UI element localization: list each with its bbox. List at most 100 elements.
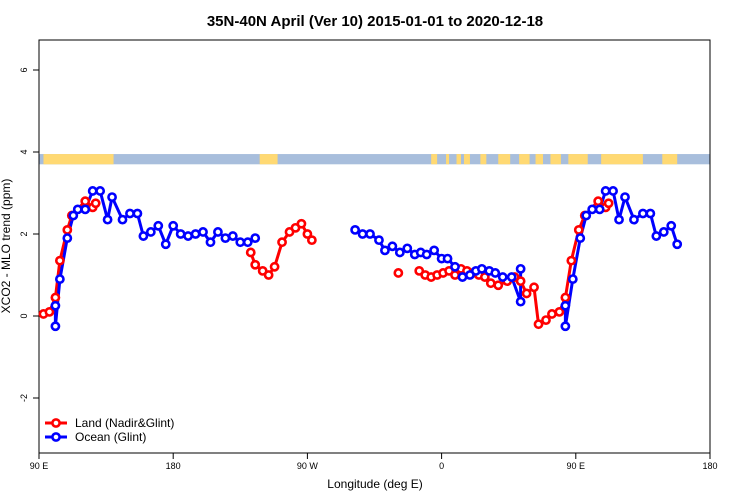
land-point — [62, 224, 73, 235]
ocean-point — [227, 231, 238, 241]
ocean-point — [380, 245, 390, 256]
ocean-point — [220, 233, 231, 243]
legend-label: Ocean (Glint) — [75, 430, 146, 444]
land-segment — [43, 154, 114, 165]
ocean-line — [563, 189, 679, 328]
ocean-point — [387, 241, 398, 252]
ocean-point — [581, 210, 592, 221]
y-tick-label: -2 — [19, 394, 29, 402]
ocean-point — [357, 229, 368, 239]
ocean-point — [117, 214, 128, 225]
land-point — [250, 259, 261, 270]
ocean-point — [198, 227, 208, 237]
ocean-point — [125, 208, 135, 219]
ocean-point — [658, 227, 669, 237]
ocean-point — [620, 192, 630, 202]
ocean-point — [183, 231, 194, 241]
land-point — [245, 247, 256, 258]
ocean-point — [107, 192, 117, 202]
land-point — [560, 292, 571, 303]
legend: Land (Nadir&Glint)Ocean (Glint) — [45, 416, 174, 444]
ocean-point — [102, 214, 113, 225]
ocean-point — [515, 296, 526, 307]
plot-frame — [38, 39, 711, 454]
land-segment — [259, 154, 278, 165]
land-point — [533, 319, 544, 330]
ocean-point — [672, 239, 683, 250]
ocean-point — [350, 224, 361, 235]
x-axis: 90 E 180 90 W 0 90 E 180 — [30, 453, 718, 471]
land-ocean-strip — [39, 154, 710, 165]
y-tick-label: 4 — [19, 149, 29, 154]
land-point — [302, 229, 313, 239]
land-point — [521, 288, 532, 299]
ocean-point — [567, 274, 578, 284]
land-point — [269, 261, 280, 272]
land-segment — [519, 154, 530, 165]
ocean-point — [614, 214, 624, 225]
x-tick-label: 180 — [702, 461, 717, 471]
ocean-point — [421, 249, 432, 260]
ocean-point — [497, 272, 508, 282]
land-segment — [535, 154, 543, 165]
land-point — [90, 198, 101, 209]
legend-swatch-point — [51, 418, 61, 428]
land-point — [603, 198, 614, 209]
ocean-point — [205, 237, 216, 248]
land-segment — [480, 154, 487, 165]
ocean-point — [80, 204, 91, 215]
land-point — [515, 276, 526, 287]
ocean-point — [429, 245, 440, 256]
ocean-point — [190, 229, 201, 239]
land-segment — [662, 154, 678, 165]
ocean-point — [374, 235, 384, 246]
ocean-strip — [39, 154, 710, 165]
land-point — [50, 292, 61, 303]
ocean-point — [638, 208, 648, 219]
ocean-point — [560, 300, 571, 311]
land-point — [479, 272, 490, 282]
land-segment — [568, 154, 588, 165]
ocean-point — [68, 210, 79, 221]
ocean-point — [666, 220, 677, 231]
ocean-point — [476, 263, 487, 274]
land-point — [44, 306, 55, 317]
land-segment — [446, 154, 450, 165]
ocean-point — [608, 186, 618, 196]
ocean-point — [54, 274, 65, 284]
ocean-point — [587, 204, 598, 215]
legend-label: Land (Nadir&Glint) — [75, 416, 174, 430]
ocean-point — [457, 272, 468, 282]
ocean-point — [213, 227, 223, 237]
land-point — [529, 282, 539, 293]
ocean-point — [575, 233, 586, 243]
ocean-point — [450, 261, 460, 272]
ocean-point — [402, 243, 413, 254]
land-point — [554, 306, 565, 317]
ocean-point — [132, 208, 143, 219]
ocean-point — [145, 227, 156, 237]
ocean-point — [242, 237, 253, 248]
ocean-point — [365, 229, 375, 239]
x-tick-label: 90 E — [30, 461, 49, 471]
land-point — [393, 268, 404, 278]
ocean-point — [560, 321, 571, 332]
ocean-point — [72, 204, 83, 215]
land-point — [277, 237, 287, 248]
y-tick-label: 6 — [19, 67, 29, 72]
ocean-point — [600, 186, 611, 196]
ocean-point — [168, 220, 179, 231]
ocean-point — [62, 233, 73, 243]
ocean-point — [87, 186, 98, 196]
ocean-point — [394, 247, 405, 258]
ocean-point — [153, 220, 164, 231]
land-point — [541, 315, 551, 325]
chart-title: 35N-40N April (Ver 10) 2015-01-01 to 202… — [207, 13, 543, 30]
ocean-point — [629, 214, 639, 225]
y-tick-label: 2 — [19, 231, 29, 236]
land-point — [566, 255, 577, 266]
land-point — [450, 270, 460, 280]
land-point — [547, 309, 557, 319]
ocean-point — [250, 233, 261, 243]
